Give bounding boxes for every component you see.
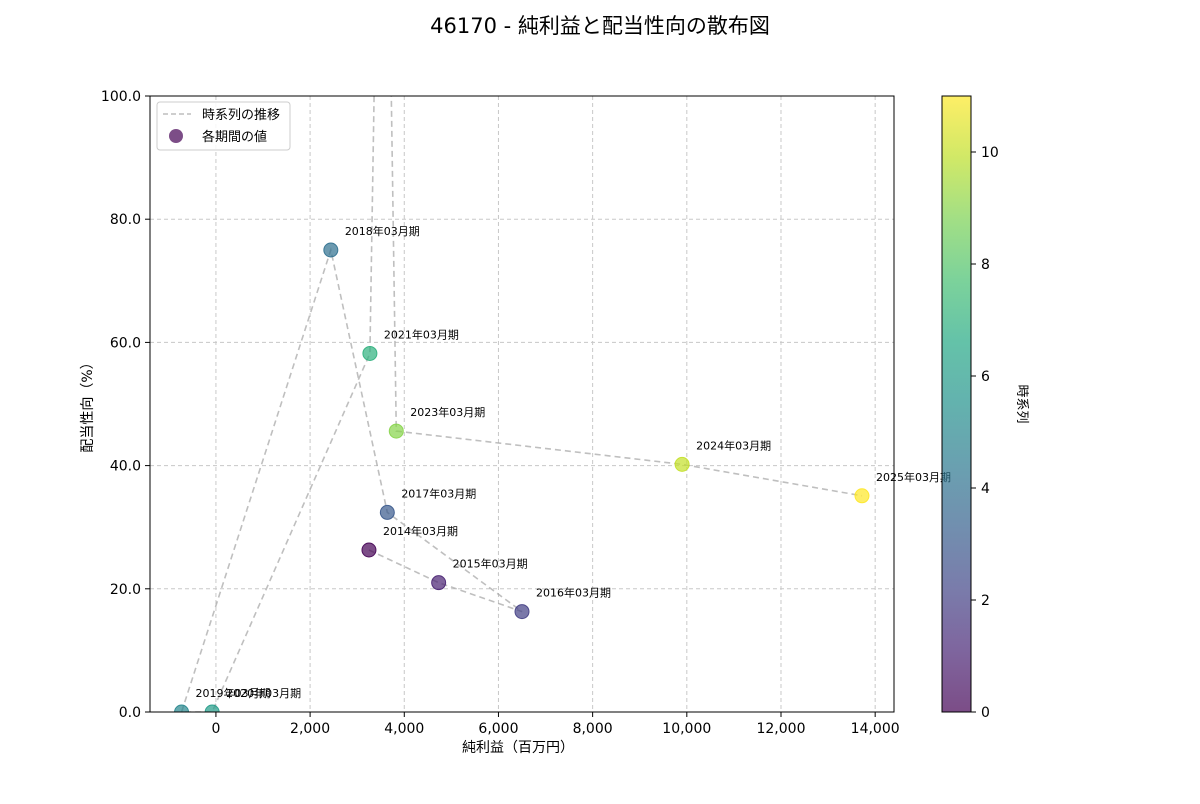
colorbar-frame <box>941 95 972 713</box>
data-point <box>674 456 690 472</box>
data-point-label: 2015年03月期 <box>453 557 528 571</box>
data-point-label: 2025年03月期 <box>876 470 951 484</box>
x-tick-label: 6,000 <box>478 721 518 737</box>
data-point <box>204 704 220 712</box>
data-point <box>431 575 447 591</box>
colorbar: 0 2 4 6 8 10 時系列 <box>941 95 1029 721</box>
data-point-label: 2016年03月期 <box>536 586 611 600</box>
y-tick-label: 40.0 <box>110 459 141 475</box>
data-point-label: 2014年03月期 <box>383 524 458 538</box>
data-point-label: 2024年03月期 <box>696 438 771 452</box>
plot-frame <box>149 95 895 713</box>
data-point-label: 2023年03月期 <box>410 405 485 419</box>
colorbar-label: 時系列 <box>1014 384 1029 423</box>
x-tick-label: 10,000 <box>662 721 711 737</box>
x-tick-label: 12,000 <box>756 721 805 737</box>
y-tick-label: 0.0 <box>119 705 141 721</box>
legend-marker-swatch <box>169 129 183 143</box>
data-point <box>854 488 870 504</box>
x-tick-label: 2,000 <box>290 721 330 737</box>
point-labels: 2014年03月期 2015年03月期 2016年03月期 2017年03月期 2018… <box>196 224 951 700</box>
data-point-label: 2021年03月期 <box>384 327 459 341</box>
x-axis-ticks: 0 2,000 4,000 6,000 8,000 10,000 12,000 14,000 <box>211 712 900 737</box>
legend: 時系列の推移 各期間の値 <box>156 101 291 151</box>
x-tick-label: 0 <box>211 721 220 737</box>
x-axis-label: 純利益（百万円） <box>462 740 574 756</box>
colorbar-ticks: 0 2 4 6 8 10 <box>971 145 999 721</box>
data-point <box>388 423 404 439</box>
data-point <box>514 604 530 620</box>
colorbar-tick-label: 0 <box>981 705 990 721</box>
colorbar-tick-label: 8 <box>981 257 990 273</box>
y-tick-label: 20.0 <box>110 582 141 598</box>
data-point <box>361 542 377 558</box>
colorbar-gradient <box>942 96 971 712</box>
colorbar-tick-label: 10 <box>981 145 999 161</box>
x-tick-label: 8,000 <box>573 721 613 737</box>
data-point <box>323 242 339 258</box>
data-point <box>379 504 395 520</box>
y-tick-label: 60.0 <box>110 335 141 351</box>
data-point-label: 2020年03月期 <box>226 686 301 700</box>
data-point-label: 2018年03月期 <box>345 224 420 238</box>
y-tick-label: 100.0 <box>101 89 141 105</box>
y-axis-ticks: 0.0 20.0 40.0 60.0 80.0 100.0 <box>101 89 150 721</box>
data-point-label: 2017年03月期 <box>401 486 476 500</box>
data-points <box>174 242 870 712</box>
data-point <box>362 345 378 361</box>
y-tick-label: 80.0 <box>110 212 141 228</box>
grid <box>150 95 894 713</box>
y-axis-label: 配当性向（%） <box>80 355 96 452</box>
x-tick-label: 14,000 <box>851 721 900 737</box>
colorbar-tick-label: 6 <box>981 369 990 385</box>
legend-line-label: 時系列の推移 <box>202 108 280 123</box>
data-point <box>174 704 190 712</box>
colorbar-tick-label: 4 <box>981 481 990 497</box>
trend-line <box>180 96 863 712</box>
data-point-label: 2019年03月期 <box>196 686 271 700</box>
colorbar-tick-label: 2 <box>981 593 990 609</box>
time-series-trend-line <box>180 96 863 712</box>
legend-marker-label: 各期間の値 <box>202 129 267 145</box>
x-tick-label: 4,000 <box>384 721 424 737</box>
chart-title: 46170 - 純利益と配当性向の散布図 <box>430 14 770 38</box>
